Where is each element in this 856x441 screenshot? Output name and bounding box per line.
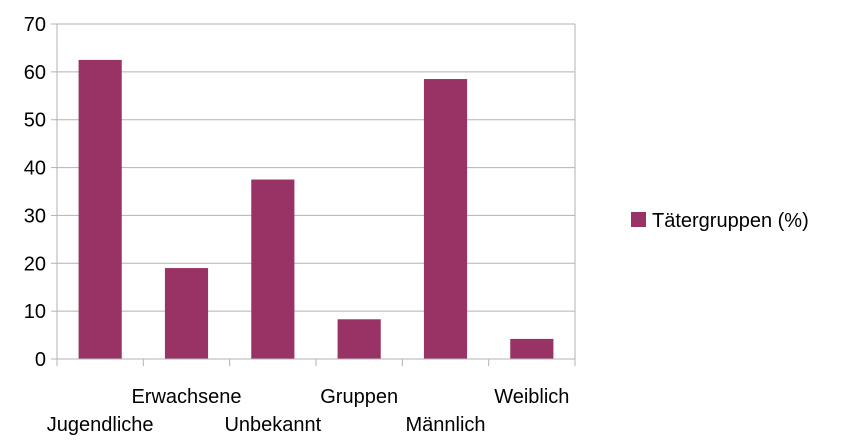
- y-tick-label: 20: [24, 253, 46, 275]
- bar-männlich: [423, 79, 468, 360]
- y-tick-label: 30: [24, 205, 46, 227]
- y-tick-label: 60: [24, 62, 46, 84]
- bar-erwachsene: [164, 268, 209, 359]
- x-tick-label: Jugendliche: [47, 414, 154, 436]
- y-tick-labels: 0 10 20 30 40 50 60 70: [24, 14, 46, 371]
- axes: [51, 23, 576, 366]
- bar-unbekannt: [251, 179, 295, 359]
- x-tick-label: Männlich: [405, 414, 485, 436]
- x-tick-label: Weiblich: [494, 386, 569, 408]
- gridlines: [57, 23, 576, 359]
- y-tick-label: 0: [35, 349, 46, 371]
- x-tick-label: Unbekannt: [224, 414, 321, 436]
- y-tick-label: 40: [24, 158, 46, 180]
- y-tick-label: 50: [24, 110, 46, 132]
- legend-swatch: [631, 212, 646, 227]
- x-tick-labels: Jugendliche Erwachsene Unbekannt Gruppen Män…: [47, 386, 570, 436]
- y-tick-label: 70: [24, 14, 46, 36]
- legend-label: Tätergruppen (%): [652, 210, 809, 232]
- x-tick-label: Erwachsene: [131, 386, 241, 408]
- x-tick-label: Gruppen: [320, 386, 398, 408]
- bars: [78, 59, 554, 360]
- bar-jugendliche: [78, 59, 122, 360]
- bar-gruppen: [337, 319, 381, 359]
- y-tick-label: 10: [24, 301, 46, 323]
- legend: Tätergruppen (%): [631, 210, 809, 232]
- bar-weiblich: [510, 338, 554, 359]
